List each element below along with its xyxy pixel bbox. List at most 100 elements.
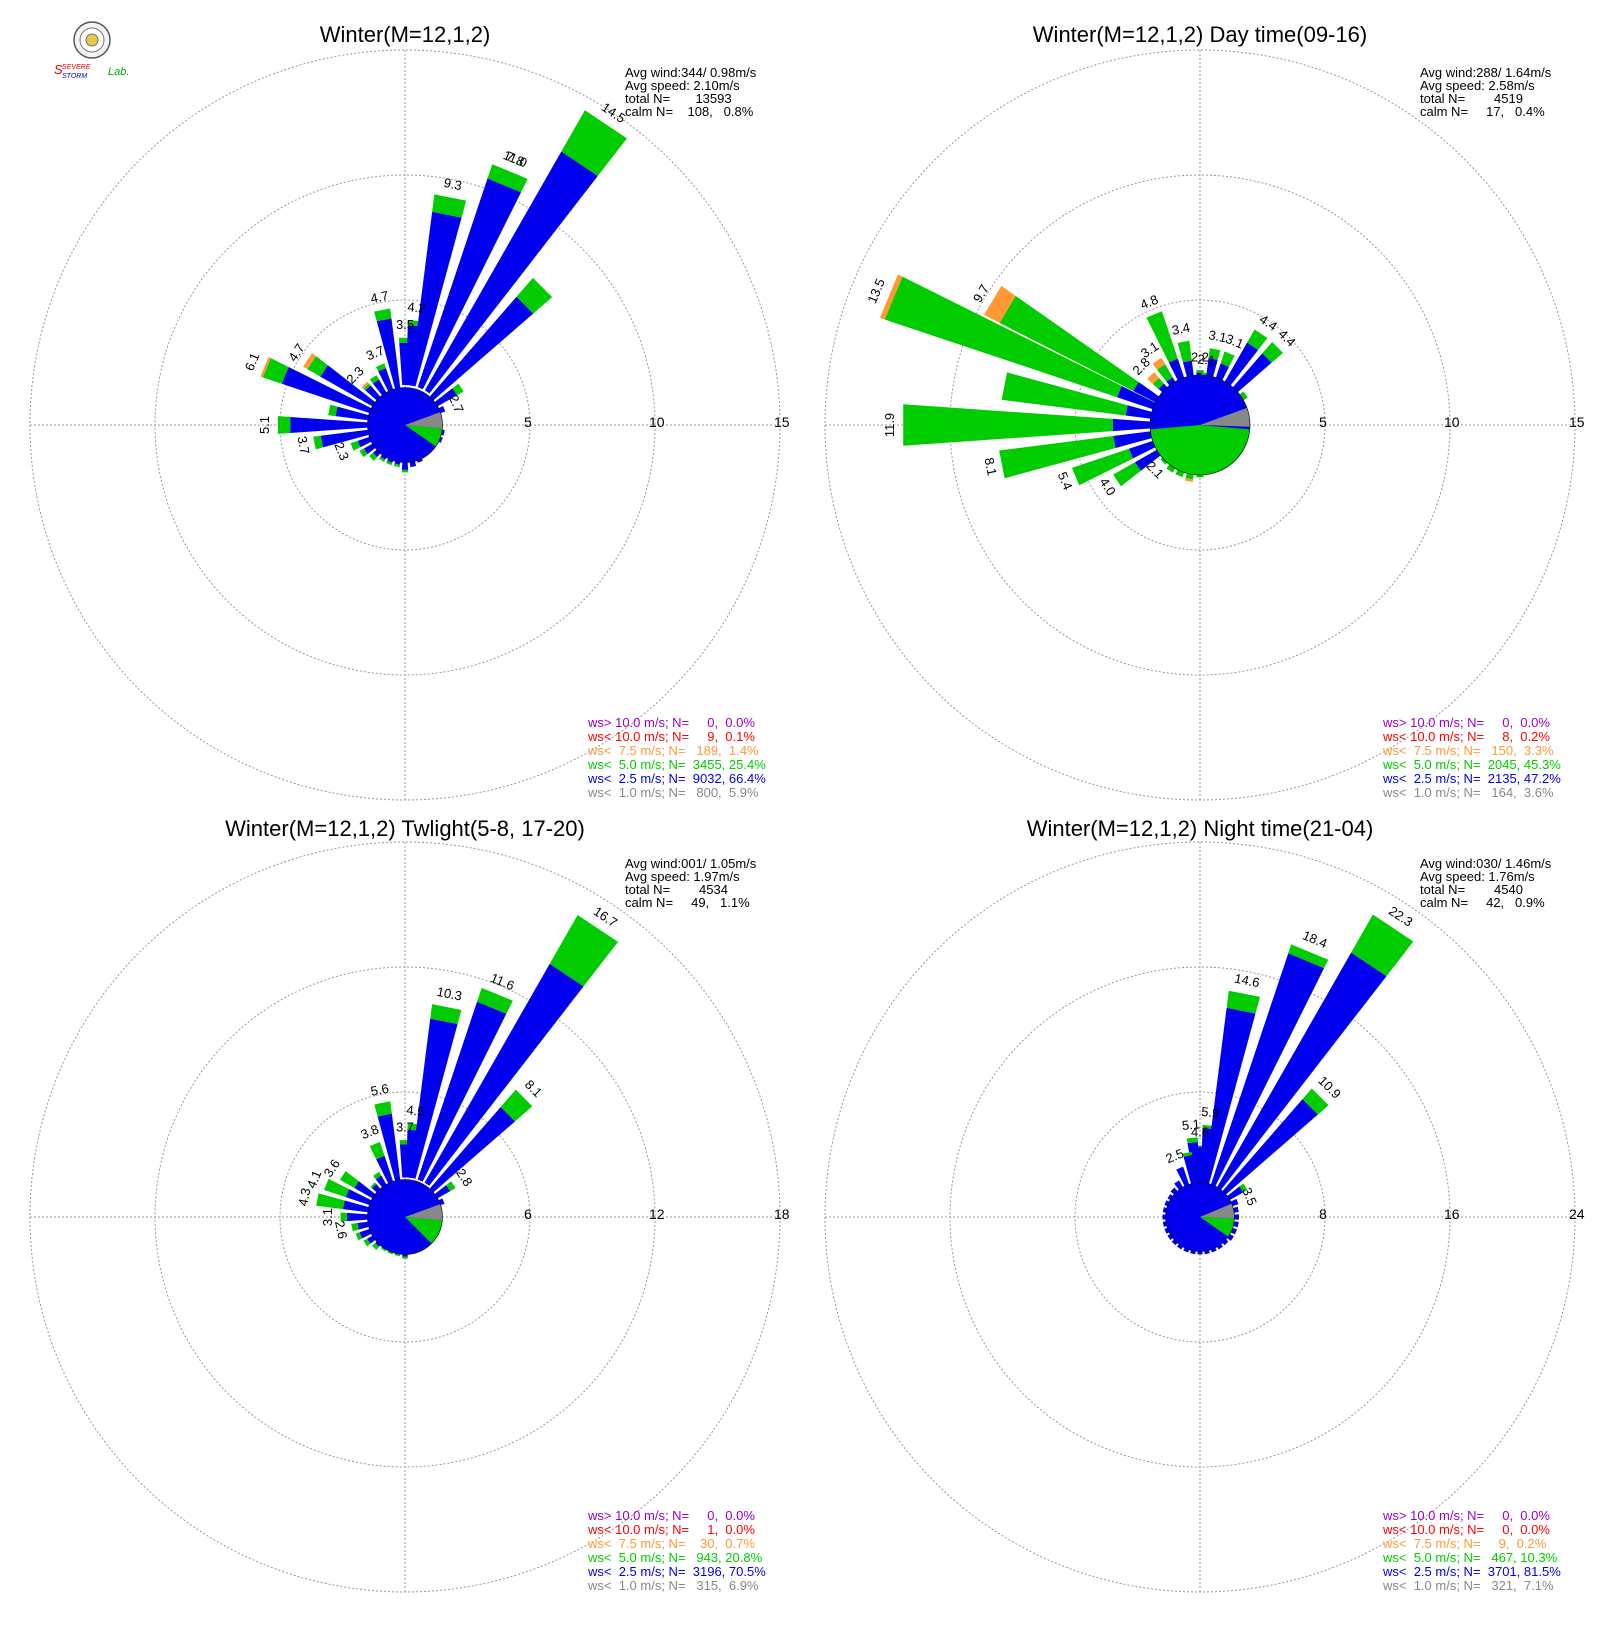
- petal-value-label: 5.1: [257, 416, 272, 434]
- petal-value-label: 2.5: [1163, 1145, 1185, 1166]
- petal-value-label: 4.4: [1275, 326, 1298, 349]
- petal-segment: [335, 406, 374, 421]
- petal-segment: [401, 469, 409, 473]
- petal-segment: [387, 1250, 394, 1255]
- legend-entry: ws< 1.0 m/s; N= 800, 5.9%: [587, 785, 759, 800]
- legend-entry: ws< 5.0 m/s; N= 2045, 45.3%: [1382, 757, 1561, 772]
- petal-value-label: 3.4: [1171, 320, 1192, 338]
- petal-segment: [372, 379, 388, 398]
- petal-segment: [1222, 1239, 1229, 1246]
- petal-segment: [1001, 372, 1128, 416]
- petal-segment: [1233, 1221, 1239, 1228]
- petal-value-label: 13.5: [864, 276, 888, 305]
- ring-label: 10: [649, 414, 665, 430]
- petal-value-label: 3.7: [396, 1119, 414, 1134]
- petal-segment: [376, 1155, 394, 1184]
- petal-value-label: 5.9: [1201, 1104, 1220, 1121]
- ring-label: 10: [1444, 414, 1460, 430]
- petal-value-label: 4.7: [285, 341, 308, 364]
- petal-segment: [1157, 364, 1173, 382]
- petal-value-label: 5.1: [1181, 1116, 1200, 1133]
- legend-entry: ws< 1.0 m/s; N= 315, 6.9%: [587, 1578, 759, 1593]
- petal-segment: [363, 1238, 371, 1247]
- petal-segment: [1186, 1137, 1198, 1144]
- windrose-panel: 5 10 15 Winter(M=12,1,2) Day time(09-16) Avg…: [824, 22, 1585, 801]
- petal-segment: [1162, 1214, 1166, 1220]
- stat-line: Avg wind:288/ 1.64m/s: [1420, 65, 1552, 80]
- stat-line: calm N= 108, 0.8%: [625, 104, 754, 119]
- petal-segment: [1125, 405, 1157, 420]
- legend-entry: ws< 10.0 m/s; N= 1, 0.0%: [587, 1522, 755, 1537]
- stat-line: Avg speed: 2.58m/s: [1420, 78, 1535, 93]
- petal-segment: [1146, 311, 1178, 363]
- seal-icon: S SEVERE STORM Lab.: [54, 21, 129, 80]
- petal-segment: [260, 356, 271, 378]
- petal-segment: [373, 1171, 382, 1180]
- core-outline: [367, 387, 443, 463]
- svg-text:Lab.: Lab.: [108, 66, 129, 78]
- core-outline: [367, 1179, 443, 1255]
- petal-segment: [1234, 1214, 1239, 1220]
- petal-segment: [1152, 377, 1164, 389]
- petal-value-label: 3.5: [1239, 1185, 1260, 1207]
- petal-segment: [1217, 1244, 1223, 1250]
- petal-segment: [1210, 953, 1325, 1187]
- petal-segment: [432, 388, 458, 408]
- petal-segment: [302, 353, 317, 370]
- petal-segment: [1208, 348, 1221, 360]
- petal-segment: [290, 416, 373, 434]
- core-outline: [1165, 1182, 1235, 1252]
- petal-segment: [487, 164, 528, 193]
- lab-logo: S SEVERE STORM Lab.: [52, 20, 142, 84]
- stat-line: Avg speed: 2.10m/s: [625, 78, 740, 93]
- petal-segment: [1262, 341, 1284, 363]
- petal-value-label: 11.9: [882, 413, 897, 437]
- legend-entry: ws> 10.0 m/s; N= 0, 0.0%: [587, 715, 755, 730]
- petal-segment: [369, 375, 379, 384]
- stat-line: calm N= 17, 0.4%: [1420, 104, 1545, 119]
- petal-segment: [500, 1089, 533, 1122]
- petal-segment: [1302, 1088, 1329, 1115]
- ring-label: 16: [1444, 1206, 1460, 1222]
- petal-segment: [1239, 391, 1248, 401]
- petal-segment: [1182, 360, 1195, 380]
- petal-segment: [380, 1246, 387, 1252]
- petal-segment: [429, 1106, 516, 1193]
- petal-segment: [1233, 1206, 1239, 1213]
- petal-segment: [1152, 357, 1166, 370]
- petal-segment: [1112, 418, 1156, 432]
- petal-value-label: 4.4: [1257, 311, 1280, 334]
- petal-segment: [359, 448, 368, 458]
- petal-segment: [446, 1181, 456, 1192]
- petal-value-label: 14.6: [1233, 971, 1261, 991]
- panel-title: Winter(M=12,1,2): [320, 22, 491, 47]
- petal-segment: [1230, 1198, 1239, 1207]
- petal-value-label: 7.8: [504, 148, 526, 169]
- stat-line: calm N= 49, 1.1%: [625, 895, 750, 910]
- panel-title: Winter(M=12,1,2) Day time(09-16): [1033, 22, 1367, 47]
- petal-value-label: 3.7: [294, 435, 312, 456]
- svg-text:SEVERE: SEVERE: [62, 64, 91, 71]
- petal-segment: [1210, 1247, 1217, 1253]
- petal-segment: [1227, 1186, 1244, 1200]
- svg-text:S: S: [54, 62, 63, 77]
- petal-segment: [374, 308, 392, 322]
- petal-segment: [342, 1200, 373, 1213]
- petal-segment: [369, 1141, 385, 1160]
- petal-segment: [516, 277, 553, 314]
- petal-value-label: 3.8: [358, 1121, 380, 1142]
- petal-segment: [369, 452, 378, 461]
- petal-segment: [316, 1193, 345, 1210]
- petal-value-label: 11.0: [501, 147, 529, 170]
- petal-segment: [424, 963, 584, 1186]
- petal-segment: [433, 1185, 451, 1200]
- petal-segment: [346, 1212, 372, 1222]
- legend-entry: ws> 10.0 m/s; N= 0, 0.0%: [1382, 715, 1550, 730]
- petal-segment: [354, 1181, 377, 1200]
- petal-segment: [1230, 1227, 1238, 1235]
- petal-segment: [1288, 944, 1329, 969]
- core-sector-gray: [1200, 1203, 1235, 1219]
- ring-label: 24: [1569, 1206, 1585, 1222]
- stat-line: total N= 4540: [1420, 882, 1523, 897]
